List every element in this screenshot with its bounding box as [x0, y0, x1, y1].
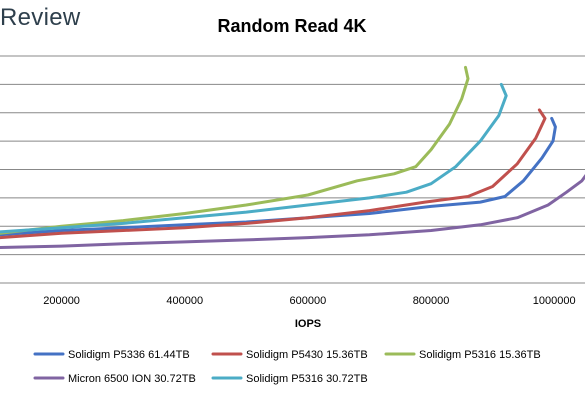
x-tick-label: 200000 — [43, 295, 80, 307]
legend-label: Solidigm P5316 15.36TB — [419, 349, 541, 361]
series-layer — [0, 65, 585, 249]
series-line-1 — [0, 116, 557, 237]
series-line-4 — [0, 174, 585, 249]
legend-label: Solidigm P5316 30.72TB — [246, 373, 368, 385]
legend-label: Solidigm P5336 61.44TB — [68, 349, 190, 361]
brand-logo-text: Review — [0, 4, 81, 31]
x-tick-label: 600000 — [290, 295, 327, 307]
series-line-2 — [0, 108, 547, 240]
legend: Solidigm P5336 61.44TB Solidigm P5430 15.… — [33, 349, 541, 385]
x-tick-label: 1000000 — [533, 295, 576, 307]
x-tick-label: 800000 — [413, 295, 450, 307]
series-line-5 — [0, 82, 508, 234]
x-axis-label: IOPS — [295, 318, 321, 330]
x-tick-labels: 200000 400000 600000 800000 1000000 — [43, 295, 575, 307]
legend-label: Solidigm P5430 15.36TB — [246, 349, 368, 361]
chart-title: Random Read 4K — [217, 16, 366, 36]
x-tick-label: 400000 — [166, 295, 203, 307]
legend-label: Micron 6500 ION 30.72TB — [68, 373, 196, 385]
series-line-3 — [0, 65, 470, 235]
